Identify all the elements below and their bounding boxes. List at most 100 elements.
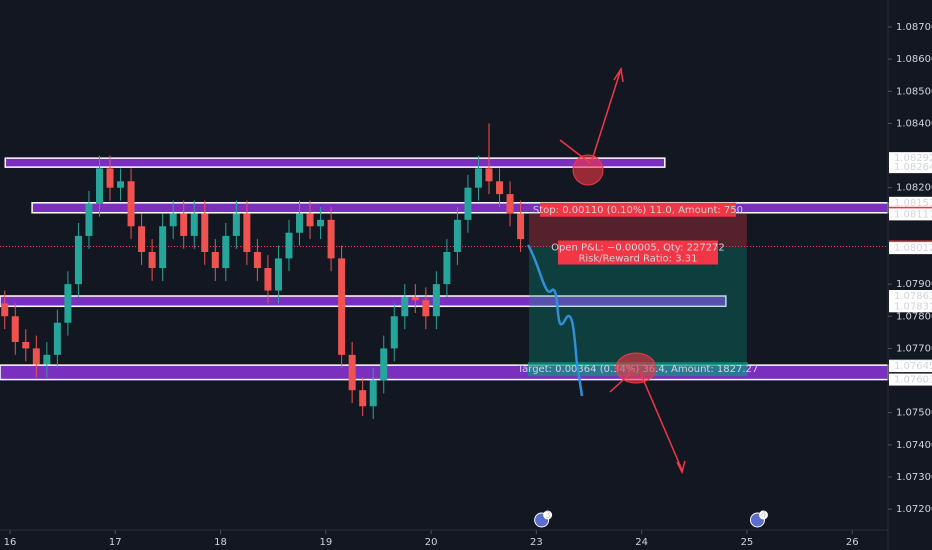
candle-body (43, 354, 51, 365)
y-tick-label: 1.08500 (896, 86, 932, 97)
x-tick-label: 16 (4, 537, 17, 548)
candle-body (380, 348, 388, 381)
candle-body (401, 296, 409, 317)
candle-body (285, 232, 293, 259)
price-label: 1.07863 (894, 291, 932, 302)
price-label: 1.08292 (894, 153, 932, 164)
candle-body (74, 235, 82, 285)
zone (31, 202, 889, 214)
candle-body (148, 251, 156, 269)
candle-body (1, 303, 9, 317)
candle-body (453, 219, 461, 252)
target-area (529, 246, 747, 366)
price-label: 1.08264 (894, 162, 932, 173)
candle-body (422, 300, 430, 317)
position-label-bg (539, 202, 736, 217)
price-label-bg (889, 161, 932, 174)
candle-body (464, 187, 472, 220)
candle-body (22, 341, 30, 349)
x-tick-label: 25 (741, 537, 754, 548)
candle-body (253, 251, 261, 269)
candle-body (338, 258, 346, 355)
candle-body (264, 268, 272, 291)
candle-body (274, 258, 282, 291)
position-label: Risk/Reward Ratio: 3.31 (578, 254, 697, 265)
arrow-head (613, 66, 624, 83)
candle-body (243, 213, 251, 252)
candle-body (474, 168, 482, 188)
candle-body (369, 380, 377, 407)
y-tick-label: 1.07300 (896, 472, 932, 483)
price-label-bg (889, 196, 932, 209)
pnl-bg (557, 240, 718, 265)
candle-body (32, 348, 40, 365)
candle-body (390, 316, 398, 349)
candle-body (159, 226, 167, 269)
y-tick-label: 1.07200 (896, 504, 932, 515)
arrow-line (591, 71, 621, 161)
candle-body (117, 181, 125, 188)
x-tick-label: 24 (635, 537, 648, 548)
price-label: 1.08153 (894, 198, 932, 209)
candle-body (327, 219, 335, 259)
candle-body (232, 213, 240, 236)
price-label-bg (889, 242, 932, 255)
y-tick-label: 1.07900 (896, 279, 932, 290)
x-tick-label: 19 (319, 537, 332, 548)
candle-body (411, 296, 419, 301)
y-tick-label: 1.08200 (896, 183, 932, 194)
y-tick-label: 1.07700 (896, 343, 932, 354)
candle-body (306, 213, 314, 227)
candle-body (506, 194, 514, 214)
zone (0, 295, 727, 308)
arrow-head (676, 460, 686, 475)
candle-body (432, 284, 440, 317)
candle-body (127, 181, 135, 227)
y-tick-label: 1.07800 (896, 311, 932, 322)
y-tick-label: 1.08600 (896, 54, 932, 65)
candle-body (359, 390, 367, 407)
price-label-bg (889, 373, 932, 386)
event-count: 4 (760, 510, 766, 521)
x-tick-label: 18 (214, 537, 227, 548)
y-tick-label: 1.07400 (896, 440, 932, 451)
price-label: 1.07645 (894, 361, 932, 372)
x-tick-label: 20 (425, 537, 438, 548)
candle-body (211, 251, 219, 269)
y-tick-label: 1.07500 (896, 408, 932, 419)
candle-body (95, 168, 103, 204)
arrow-line (609, 369, 635, 393)
candle-body (64, 284, 72, 323)
arrow-line (559, 139, 591, 164)
y-tick-label: 1.08400 (896, 118, 932, 129)
x-tick-label: 17 (109, 537, 122, 548)
breakout-circle (572, 154, 604, 186)
candle-body (190, 213, 198, 236)
candle-body (11, 316, 19, 342)
zone (4, 157, 666, 168)
candle-body (348, 354, 356, 391)
candle-body (106, 168, 114, 188)
price-label: 1.08012 (894, 243, 932, 254)
candle-body (485, 168, 493, 182)
candle-body (496, 181, 504, 195)
position-label: Open P&L: −0.00005, Qty: 227272 (551, 243, 725, 254)
candle-body (85, 203, 93, 236)
y-tick-label: 1.08700 (896, 22, 932, 33)
price-label-bg (889, 300, 932, 313)
candle-body (169, 213, 177, 227)
x-tick-label: 26 (846, 537, 859, 548)
arrow-line (639, 371, 683, 471)
position-label: Stop: 0.00110 (0.10%) 11.0, Amount: 750 (533, 205, 743, 216)
candle-body (517, 213, 525, 240)
candle-body (443, 251, 451, 285)
candle-body (138, 226, 146, 252)
event-count: 3 (544, 510, 550, 521)
price-label: 1.08117 (894, 209, 932, 220)
price-label-bg (889, 290, 932, 303)
candle-body (201, 213, 209, 252)
candle-body (53, 322, 61, 355)
event-badge (543, 510, 553, 520)
